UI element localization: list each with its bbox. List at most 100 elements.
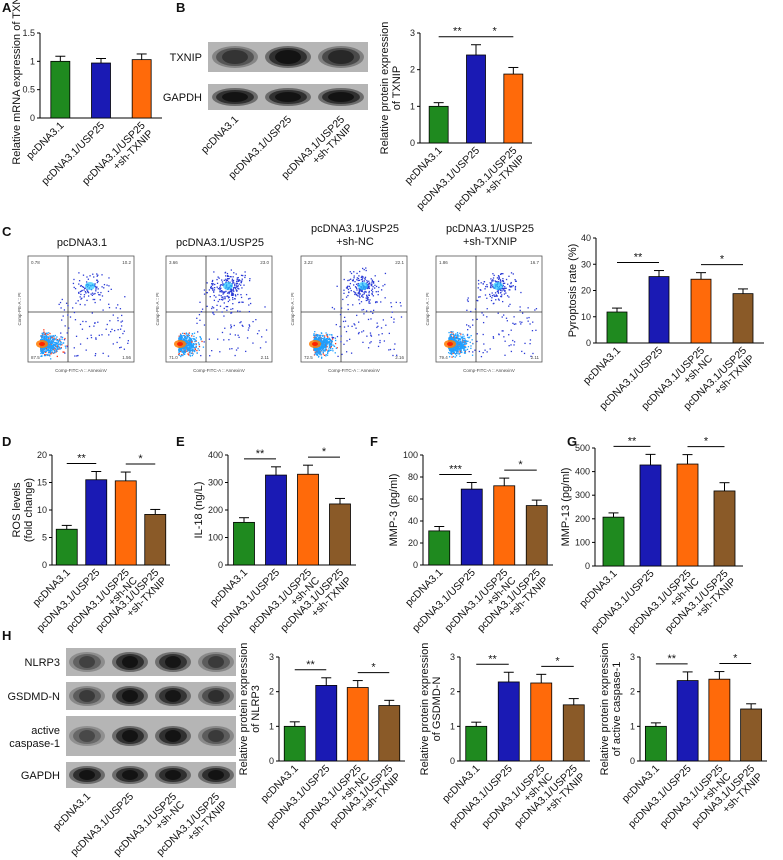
y-axis-label: Relative protein expressionof NLRP3 [238, 643, 262, 776]
flow-plot: pcDNA3.1/USP25 +sh-NC 3.22 22.1 72.5 2.16 Comp… [290, 223, 408, 373]
quadrant-value: 3.22 [304, 260, 313, 265]
y-tick-label: 3 [269, 652, 274, 662]
bar [315, 685, 338, 762]
significance-label: *** [449, 464, 463, 476]
quadrant-value: 1.56 [122, 355, 131, 360]
significance-label: ** [667, 653, 676, 665]
y-tick-label: 0.5 [22, 85, 35, 95]
density-core [85, 282, 95, 290]
bar [346, 687, 369, 762]
y-tick-label: 0 [585, 561, 590, 571]
chart-b: 0123pcDNA3.1pcDNA3.1/USP25pcDNA3.1/USP25… [379, 22, 532, 213]
blot-background [66, 648, 236, 676]
bar [428, 105, 449, 144]
blot-band [112, 686, 148, 706]
y-tick-label: 400 [208, 450, 223, 460]
flow-y-label: Comp-PE-A :: PI [290, 292, 295, 325]
flow-plot-title: pcDNA3.1/USP25 [176, 237, 264, 249]
flow-x-label: Comp-FITC-A :: AnnexinV [55, 368, 107, 373]
y-tick-label: 400 [575, 467, 590, 477]
significance-label: * [493, 26, 498, 38]
blot-band [318, 88, 364, 106]
bar [91, 62, 111, 119]
significance-label: * [704, 436, 709, 448]
quadrant-value: 79.4 [439, 355, 448, 360]
chart-c: 010203040pcDNA3.1pcDNA3.1/USP25pcDNA3.1/… [567, 233, 764, 413]
blot-lane-label: pcDNA3.1 [199, 114, 241, 156]
significance-label: * [371, 662, 376, 674]
bar [713, 490, 736, 567]
bar [144, 514, 167, 566]
y-tick-label: 3 [450, 652, 455, 662]
y-tick-label: 0 [413, 560, 418, 570]
y-tick-label: 100 [403, 450, 418, 460]
blot-background [66, 682, 236, 710]
category-label: pcDNA3.1/USP25 [414, 145, 482, 213]
significance-label: ** [453, 26, 462, 38]
quadrant-value: 10.2 [122, 260, 131, 265]
flow-y-label: Comp-PE-A :: PI [155, 292, 160, 325]
blot-band [198, 686, 234, 706]
bar [114, 480, 137, 566]
y-tick-label: 5 [42, 533, 47, 543]
bar [530, 682, 553, 762]
blot-band [155, 686, 191, 706]
chart-e: 0100200300400pcDNA3.1pcDNA3.1/USP25pcDNA… [193, 446, 356, 635]
density-core [493, 282, 503, 290]
blot-band [69, 686, 105, 706]
y-tick-label: 1 [410, 101, 415, 111]
blot-band [112, 726, 148, 746]
bar [676, 680, 699, 762]
y-tick-label: 200 [208, 505, 223, 515]
blot-b: TXNIPGAPDHpcDNA3.1pcDNA3.1/USP25pcDNA3.1… [163, 42, 368, 182]
flow-plot: pcDNA3.1/USP25 3.66 23.0 71.0 2.11 Comp-FITC-… [155, 237, 273, 373]
y-tick-label: 3 [630, 652, 635, 662]
category-label: pcDNA3.1 [24, 120, 66, 162]
blot-band [265, 46, 311, 68]
y-tick-label: 300 [575, 490, 590, 500]
y-tick-label: 300 [208, 478, 223, 488]
y-tick-label: 1 [450, 721, 455, 731]
flow-plot-title: pcDNA3.1/USP25 +sh-NC [311, 223, 399, 248]
flow-plot-frame [165, 255, 273, 363]
y-tick-label: 3 [410, 28, 415, 38]
panel-letter-d: D [2, 434, 11, 449]
blot-band [112, 766, 148, 784]
blot-band [155, 726, 191, 746]
bar [493, 485, 516, 566]
y-tick-label: 1.5 [22, 28, 35, 38]
bar [233, 521, 255, 566]
bar [732, 293, 754, 344]
y-tick-label: 1 [269, 721, 274, 731]
panel-letter-c: C [2, 224, 12, 239]
significance-label: ** [77, 453, 86, 465]
blot-background [66, 716, 236, 756]
flow-plot: pcDNA3.1/USP25 +sh-TXNIP 1.86 16.7 79.4 2.11 C… [425, 223, 543, 373]
flow-x-label: Comp-FITC-A :: AnnexinV [193, 368, 245, 373]
y-axis-label: ROS levels(fold change) [11, 478, 35, 542]
bar [85, 479, 108, 566]
significance-label: * [138, 453, 143, 465]
blot-band [265, 88, 311, 106]
y-tick-label: 0 [630, 756, 635, 766]
flow-plot-title: pcDNA3.1/USP25 +sh-TXNIP [446, 223, 534, 248]
blot-band [198, 726, 234, 746]
blot-band [198, 766, 234, 784]
blot-band [155, 766, 191, 784]
blot-row-label: NLRP3 [25, 657, 60, 669]
density-core [177, 342, 183, 346]
panel-letter-e: E [176, 434, 185, 449]
y-axis-label: MMP-3 (pg/ml) [388, 474, 400, 547]
y-tick-label: 20 [408, 538, 418, 548]
bar [676, 463, 699, 567]
quadrant-value: 2.11 [261, 355, 270, 360]
y-tick-label: 500 [575, 443, 590, 453]
panel-letter-b: B [176, 0, 185, 15]
bar [606, 311, 628, 344]
significance-label: ** [256, 448, 265, 460]
bar [503, 73, 524, 144]
blot-band [212, 88, 258, 106]
blot-band [198, 652, 234, 672]
